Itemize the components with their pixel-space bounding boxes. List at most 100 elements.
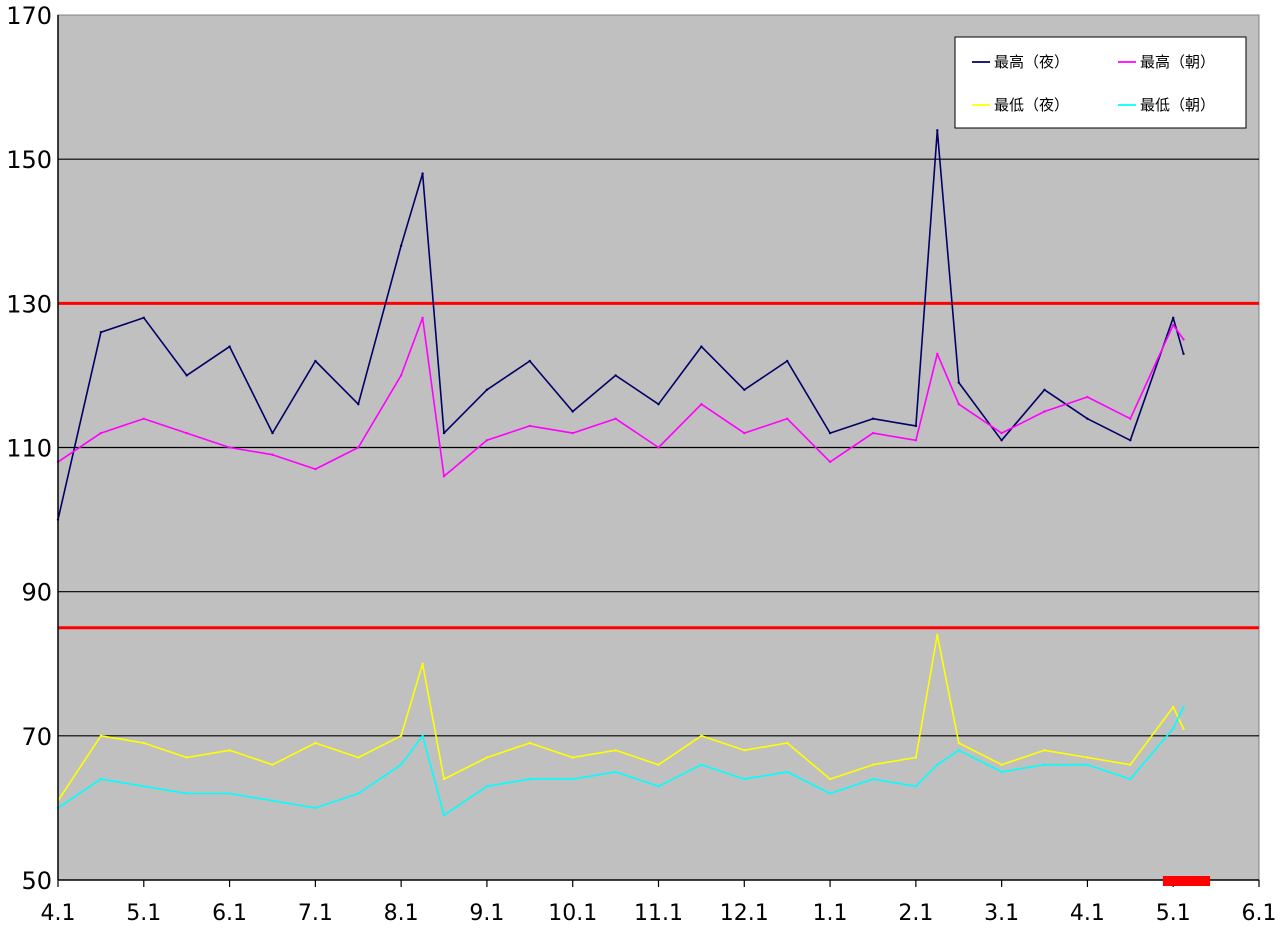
series-3-point-12	[528, 777, 531, 781]
series-0-point-6	[314, 359, 317, 363]
series-line-3	[57, 706, 1185, 816]
x-tick-label-6: 10.1	[548, 901, 597, 925]
series-1-point-4	[228, 446, 231, 449]
reference-lines	[58, 301, 1259, 630]
series-2-point-20	[871, 763, 875, 766]
series-1-point-28	[1172, 323, 1175, 327]
series-1-point-20	[871, 431, 875, 435]
series-1-point-10	[442, 475, 446, 478]
series-1-point-24	[1000, 431, 1003, 435]
series-0-point-29	[1182, 352, 1185, 355]
y-tick-label-110: 110	[6, 435, 52, 463]
series-0-point-25	[1043, 388, 1046, 391]
series-2-point-13	[571, 756, 574, 759]
series-2-point-27	[1129, 763, 1132, 766]
series-2-point-1	[99, 734, 103, 737]
x-tick-label-3: 7.1	[298, 901, 333, 925]
series-0-point-13	[571, 410, 574, 413]
series-1-point-11	[485, 439, 489, 442]
series-line-1	[57, 316, 1185, 478]
series-3-point-14	[614, 770, 617, 774]
series-3-point-18	[786, 770, 789, 774]
series-1-point-29	[1182, 338, 1185, 341]
series-3-point-9	[421, 734, 424, 737]
series-2-point-9	[421, 662, 424, 665]
series-3-point-23	[957, 749, 960, 752]
x-tick-label-8: 12.1	[720, 901, 769, 925]
series-0-point-18	[786, 359, 789, 363]
series-0-point-26	[1086, 417, 1089, 420]
series-0-point-20	[871, 417, 875, 420]
series-3-point-29	[1182, 705, 1185, 709]
x-tick-label-7: 11.1	[634, 901, 683, 925]
series-2-point-29	[1182, 727, 1185, 730]
series-1-point-27	[1129, 417, 1132, 420]
series-0-point-10	[442, 431, 446, 435]
series-1-point-16	[700, 403, 703, 406]
series-2-point-2	[142, 741, 145, 745]
series-1-point-3	[185, 431, 188, 435]
series-3-point-11	[485, 785, 489, 788]
series-2-point-17	[743, 749, 746, 752]
series-3-point-2	[142, 785, 145, 788]
x-tick-label-2: 6.1	[212, 901, 247, 925]
series-0-point-24	[1000, 439, 1003, 442]
period-marker-bar	[1162, 876, 1211, 886]
series-1-point-25	[1043, 410, 1046, 413]
series-0-point-8	[399, 244, 403, 247]
x-tick-label-4: 8.1	[384, 901, 419, 925]
series-0-point-2	[142, 316, 145, 319]
series-2-point-22	[936, 633, 939, 637]
series-0-point-27	[1129, 439, 1132, 442]
series-3-point-13	[571, 777, 574, 781]
series-1-point-15	[657, 446, 660, 449]
series-0-point-28	[1172, 316, 1175, 319]
series-3-point-4	[228, 792, 231, 795]
series-3-point-5	[271, 799, 274, 802]
legend-label-3: 最低（朝）	[1140, 96, 1215, 114]
series-0-point-1	[99, 331, 103, 334]
y-axis-ticks: 170 150 130 110 90 70 50	[6, 2, 52, 895]
series-3-point-22	[936, 763, 939, 766]
series-1-point-22	[936, 352, 939, 355]
series-2-point-7	[357, 756, 360, 759]
series-2-point-3	[185, 756, 188, 759]
series-1-point-14	[614, 417, 617, 420]
legend-label-1: 最高（朝）	[1140, 53, 1215, 71]
series-3-point-10	[442, 813, 446, 817]
series-2-point-8	[399, 734, 403, 737]
x-tick-label-0: 4.1	[41, 901, 76, 925]
series-1-point-17	[743, 431, 746, 435]
y-tick-label-170: 170	[6, 2, 52, 30]
series-2-point-16	[700, 734, 703, 737]
series-2-point-26	[1086, 756, 1089, 759]
series-3-point-16	[700, 763, 703, 766]
series-0-point-17	[743, 388, 746, 391]
series-2-point-23	[957, 741, 960, 745]
x-tick-label-13: 5.1	[1156, 901, 1191, 925]
series-0-point-3	[185, 374, 188, 377]
series-0-point-23	[957, 381, 960, 384]
series-3-point-3	[185, 792, 188, 795]
series-2-point-10	[442, 777, 446, 781]
series-1-point-26	[1086, 395, 1089, 399]
series-2-point-28	[1172, 705, 1175, 709]
series-3-point-21	[914, 785, 918, 788]
series-line-0	[57, 129, 1185, 520]
series-3-point-20	[871, 777, 875, 781]
series-3-point-7	[357, 792, 360, 795]
series-1-point-9	[421, 316, 424, 319]
series-2-point-12	[528, 741, 531, 745]
series-0-point-15	[657, 403, 660, 406]
series-1-point-19	[828, 460, 832, 464]
series-0-point-22	[936, 129, 939, 132]
series-3-point-6	[314, 806, 317, 810]
series-2-point-25	[1043, 749, 1046, 752]
x-tick-label-5: 9.1	[469, 901, 504, 925]
series-0-point-14	[614, 374, 617, 377]
series-0-point-5	[271, 431, 274, 435]
series-3-point-8	[399, 763, 403, 766]
series-2-point-19	[828, 777, 832, 781]
